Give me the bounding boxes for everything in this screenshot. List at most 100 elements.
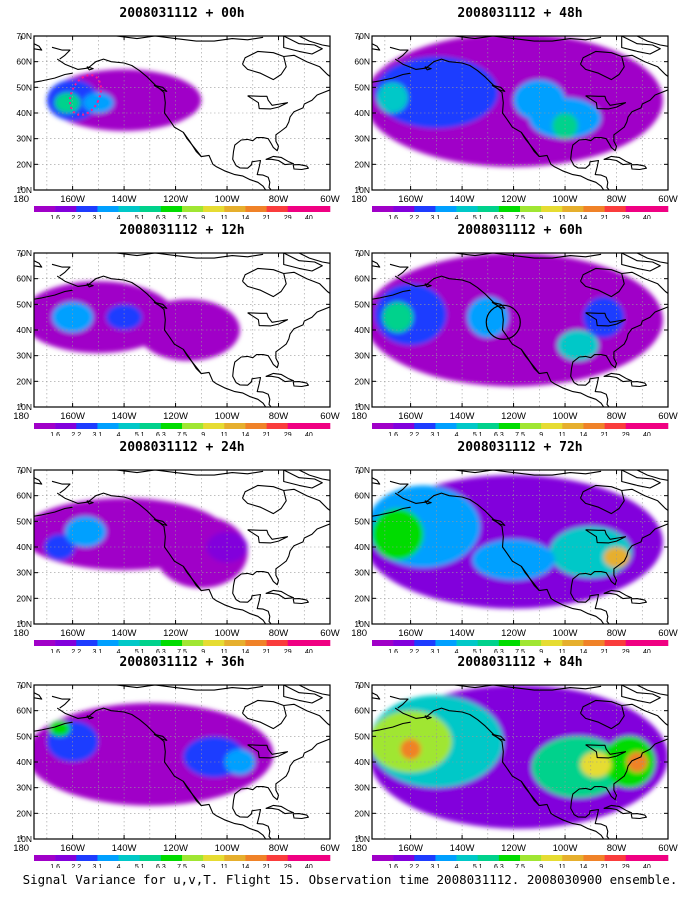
colorbar-swatch — [55, 640, 77, 646]
variance-contour — [44, 534, 76, 560]
map-panel: 2008031112 + 00h 70N 60N 50N 40N 30N 20N 10N 180… — [12, 4, 352, 219]
lat-label: 60N — [16, 57, 32, 67]
colorbar-label: 40 — [643, 864, 651, 868]
lat-label: 10N — [354, 402, 370, 412]
lat-label: 40N — [354, 542, 370, 552]
map-panel: 2008031112 + 36h 70N 60N 50N 40N 30N 20N 10N 180… — [12, 653, 352, 868]
colorbar-label: 6.3 — [156, 649, 166, 653]
colorbar-swatch — [414, 423, 436, 429]
colorbar-label: 2.2 — [409, 432, 419, 436]
colorbar-swatch — [477, 855, 500, 861]
colorbar-swatch — [55, 855, 77, 861]
colorbar-swatch — [414, 640, 436, 646]
colorbar-swatch — [160, 640, 183, 646]
lat-label: 30N — [354, 134, 370, 144]
lon-label: 80W — [607, 843, 627, 854]
colorbar-label: 11 — [221, 432, 228, 436]
colorbar-swatch — [562, 855, 584, 861]
colorbar-swatch — [562, 640, 584, 646]
colorbar-label: 40 — [643, 649, 651, 653]
colorbar-swatch — [224, 855, 246, 861]
lon-label: 120W — [501, 843, 526, 854]
colorbar-label: 4 — [117, 864, 121, 868]
colorbar-swatch — [625, 640, 648, 646]
colorbar-label: 11 — [559, 432, 566, 436]
lat-label: 20N — [16, 808, 32, 818]
colorbar-label: 40 — [305, 215, 313, 219]
lon-label: 180 — [351, 843, 367, 854]
lat-label: 20N — [354, 593, 370, 603]
lat-label: 10N — [16, 185, 32, 195]
colorbar-label: 7.5 — [515, 649, 525, 653]
colorbar-label: 1.6 — [50, 864, 60, 868]
lat-label: 70N — [16, 465, 32, 475]
variance-field — [34, 470, 330, 624]
colorbar-swatch — [97, 855, 119, 861]
lon-label: 60W — [320, 411, 340, 422]
graticule — [372, 685, 668, 839]
lat-label: 40N — [354, 325, 370, 335]
colorbar-label: 5.1 — [135, 432, 145, 436]
colorbar-label: 4 — [117, 649, 121, 653]
colorbar-swatch — [76, 206, 98, 212]
colorbar-swatch — [435, 855, 457, 861]
lon-label: 140W — [112, 411, 137, 422]
colorbar-swatch — [583, 640, 605, 646]
panel-title: 2008031112 + 12h — [119, 223, 245, 238]
highlight-circle — [485, 304, 521, 340]
colorbar-swatch — [541, 640, 563, 646]
colorbar-swatch — [34, 855, 56, 861]
colorbar-label: 4 — [455, 432, 459, 436]
colorbar-swatch — [498, 206, 521, 212]
lat-label: 10N — [16, 619, 32, 629]
colorbar-swatch — [76, 640, 98, 646]
colorbar-swatch — [414, 855, 436, 861]
colorbar-label: 6.3 — [494, 215, 504, 219]
colorbar-label: 7.5 — [515, 432, 525, 436]
colorbar-label: 7.5 — [177, 215, 187, 219]
colorbar-swatch — [287, 206, 310, 212]
colorbar-label: 40 — [305, 432, 313, 436]
colorbar-swatch — [541, 206, 563, 212]
lat-label: 10N — [354, 834, 370, 844]
lon-label: 140W — [112, 843, 137, 854]
lat-label: 50N — [16, 299, 32, 309]
graticule — [34, 253, 330, 407]
lon-label: 120W — [163, 628, 188, 639]
colorbar-label: 11 — [559, 649, 566, 653]
colorbar-swatch — [477, 206, 500, 212]
colorbar-swatch — [55, 206, 77, 212]
map-panel: 2008031112 + 48h 70N 60N 50N 40N 30N 20N 10N 180… — [350, 4, 690, 219]
colorbar-swatch — [97, 423, 119, 429]
colorbar: 1.6 2.2 3.1 4 5.1 6.3 7.5 9 11 14 21 29 40 — [372, 423, 669, 436]
variance-contour — [54, 92, 81, 113]
colorbar-label: 5.1 — [135, 649, 145, 653]
lon-label: 180 — [351, 628, 367, 639]
variance-field — [372, 253, 668, 407]
colorbar-swatch — [393, 855, 415, 861]
colorbar-label: 3.1 — [93, 215, 103, 219]
colorbar-swatch — [34, 206, 56, 212]
colorbar-swatch — [308, 423, 331, 429]
colorbar-label: 2.2 — [409, 864, 419, 868]
variance-field — [372, 470, 668, 624]
colorbar-label: 4 — [455, 649, 459, 653]
lat-label: 70N — [354, 465, 370, 475]
map-panel: 2008031112 + 12h 70N 60N 50N 40N 30N 20N 10N 180… — [12, 221, 352, 436]
colorbar-swatch — [97, 206, 119, 212]
colorbar-swatch — [182, 855, 204, 861]
colorbar-swatch — [287, 855, 310, 861]
colorbar-label: 9 — [201, 649, 205, 653]
colorbar-swatch — [477, 423, 500, 429]
colorbar-swatch — [266, 640, 289, 646]
colorbar-label: 40 — [305, 864, 313, 868]
coastlines — [372, 36, 668, 190]
colorbar-label: 5.1 — [473, 432, 483, 436]
colorbar-swatch — [245, 640, 267, 646]
colorbar-label: 1.6 — [388, 215, 398, 219]
colorbar-swatch — [76, 855, 98, 861]
colorbar-swatch — [266, 423, 289, 429]
graticule — [34, 470, 330, 624]
